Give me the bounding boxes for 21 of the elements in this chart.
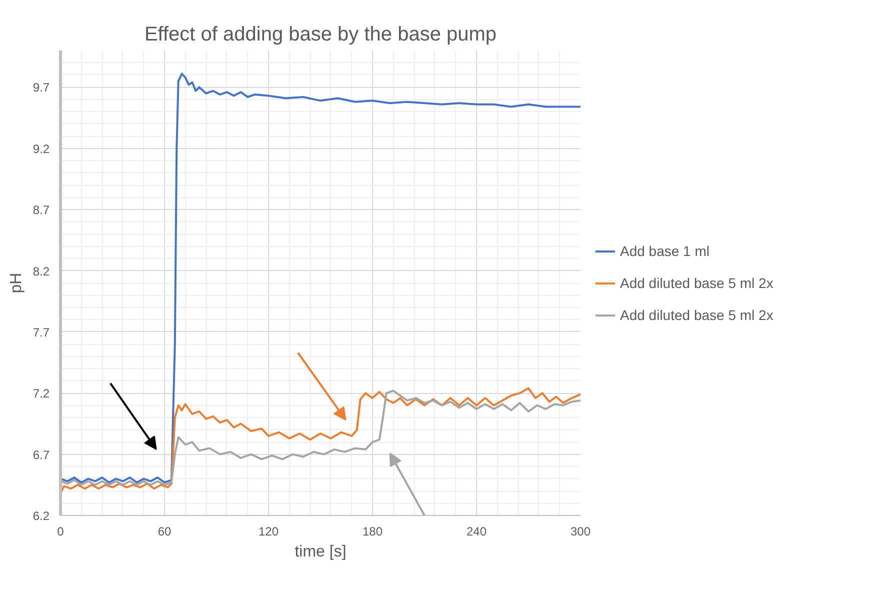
x-tick-label: 60 (158, 524, 172, 538)
y-tick-label: 7.2 (32, 386, 50, 401)
legend-label: Add diluted base 5 ml 2x (620, 306, 774, 322)
y-tick-label: 9.7 (32, 80, 50, 95)
y-tick-label: 7.7 (32, 325, 50, 340)
y-tick-label: 6.2 (32, 509, 50, 523)
x-tick-label: 0 (57, 524, 64, 538)
y-axis-title: pH (8, 272, 25, 294)
legend-label: Add diluted base 5 ml 2x (620, 274, 774, 290)
x-tick-label: 180 (362, 524, 383, 538)
chart-title: Effect of adding base by the base pump (144, 24, 497, 46)
y-tick-label: 6.7 (32, 448, 50, 462)
x-tick-label: 240 (466, 524, 487, 538)
x-axis-title: time [s] (294, 544, 346, 560)
line-series (60, 72, 580, 484)
y-tick-label: 8.7 (32, 203, 50, 218)
y-tick-label: 8.2 (32, 264, 50, 278)
legend-label: Add base 1 ml (620, 242, 710, 258)
x-tick-label: 120 (258, 524, 279, 538)
y-tick-label: 9.2 (32, 142, 50, 156)
x-tick-label: 300 (570, 524, 591, 538)
